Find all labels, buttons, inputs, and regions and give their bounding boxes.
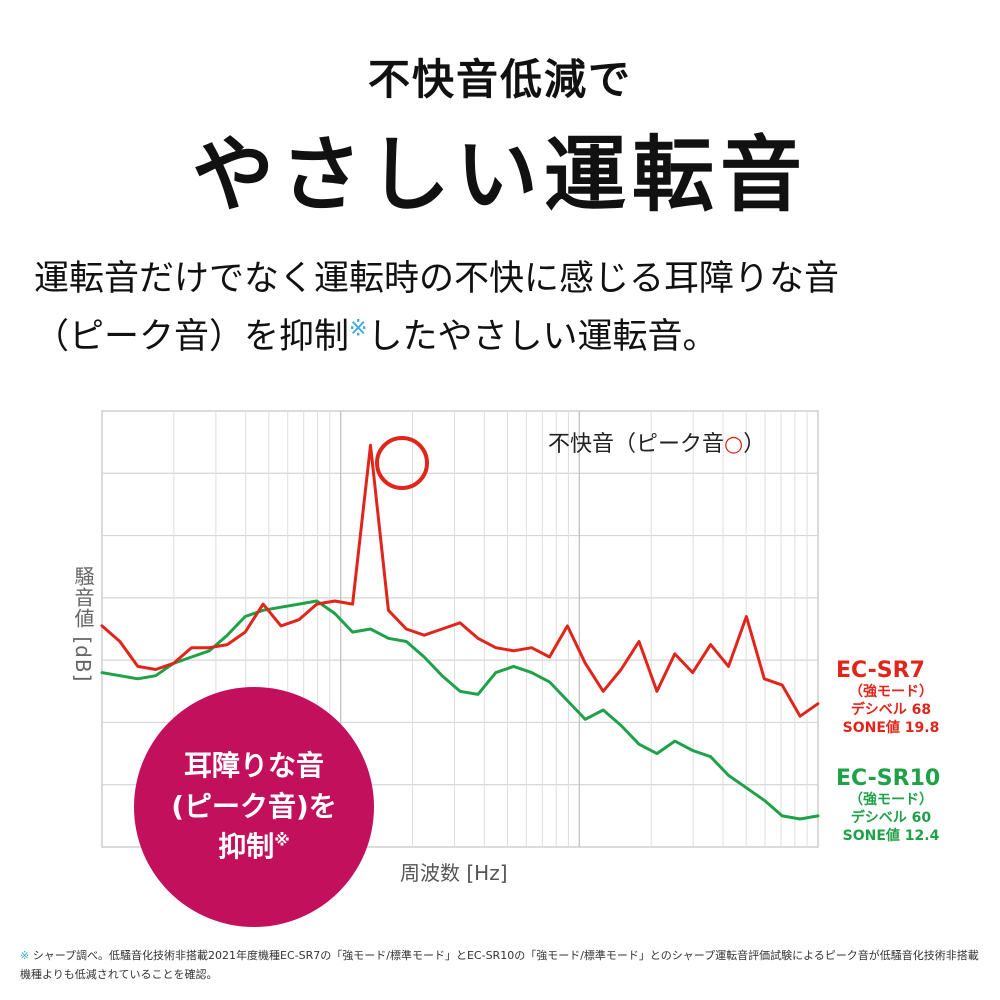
description-line-1: 運転音だけでなく運転時の不快に感じる耳障りな音	[34, 259, 840, 299]
legend-ec-sr7-model: EC-SR7	[836, 658, 925, 683]
peak-annotation-close: ）	[743, 432, 766, 457]
series-line-ec-sr7	[100, 443, 820, 718]
badge-line-2: (ピーク音)を	[171, 789, 337, 823]
footnote: ※ シャープ調べ。低騒音化技術非搭載2021年度機種EC-SR7の「強モード/標…	[20, 946, 986, 985]
page-subtitle: 不快音低減で	[367, 55, 632, 104]
badge-line-1: 耳障りな音	[183, 749, 324, 783]
legend-ec-sr10-decibel: デシベル 60	[850, 810, 932, 827]
badge-line-3: 抑制※	[218, 827, 290, 868]
series-line-ec-sr10	[100, 599, 820, 821]
legend-ec-sr7-mode: （強モード）	[849, 684, 933, 700]
badge-line-3-text: 抑制	[218, 830, 275, 864]
y-axis-label: 騒音値 [dB]	[71, 566, 95, 683]
legend-ec-sr10-mode: （強モード）	[849, 792, 933, 808]
chart-series	[100, 443, 820, 821]
description-line-2-tail: したやさしい運転音。	[367, 317, 718, 357]
x-axis-label: 周波数 [Hz]	[400, 861, 508, 885]
peak-annotation: 不快音（ピーク音○）	[548, 426, 765, 458]
legend-ec-sr7-decibel: デシベル 68	[850, 702, 932, 719]
legend-ec-sr7-sone: SONE値 19.8	[842, 720, 940, 737]
description-line-2: （ピーク音）を抑制※したやさしい運転音。	[34, 316, 974, 358]
peak-highlight-circle	[375, 436, 429, 490]
peak-suppression-badge: 耳障りな音 (ピーク音)を 抑制※	[134, 687, 374, 927]
badge-note-mark: ※	[274, 830, 290, 850]
description-note-mark: ※	[349, 316, 368, 342]
footnote-mark: ※	[20, 949, 30, 962]
legend-ec-sr7: EC-SR7 （強モード） デシベル 68 SONE値 19.8	[836, 658, 946, 738]
legend-ec-sr10: EC-SR10 （強モード） デシベル 60 SONE値 12.4	[836, 766, 946, 846]
footnote-text: シャープ調べ。低騒音化技術非搭載2021年度機種EC-SR7の「強モード/標準モ…	[20, 949, 979, 982]
peak-circle-symbol: ○	[724, 432, 744, 457]
description-line-2-text: （ピーク音）を抑制	[34, 317, 350, 357]
legend-ec-sr10-model: EC-SR10	[836, 766, 941, 791]
legend-ec-sr10-sone: SONE値 12.4	[842, 828, 940, 845]
peak-annotation-text: 不快音（ピーク音	[548, 432, 725, 457]
page-title: やさしい運転音	[191, 128, 808, 223]
